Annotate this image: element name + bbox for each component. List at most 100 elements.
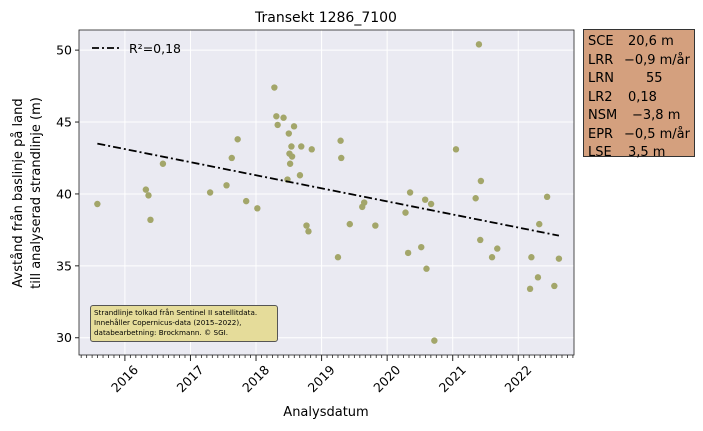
scatter-point xyxy=(271,84,278,91)
statistics-box: SCE 20,6 m LRR −0,9 m/år LRN 55 LR2 0,18… xyxy=(583,29,695,160)
scatter-point xyxy=(288,143,295,150)
scatter-point xyxy=(536,220,543,228)
scatter-point xyxy=(280,114,287,121)
scatter-point xyxy=(555,255,563,262)
scatter-point xyxy=(206,189,214,196)
scatter-point xyxy=(305,228,312,235)
credit-line: databearbetning: Brockmann. © SGI. xyxy=(94,328,229,337)
y-tick-label: 35 xyxy=(56,258,72,273)
stat-value: 55 xyxy=(646,71,663,86)
stat-key: LSE xyxy=(588,145,612,160)
scatter-point xyxy=(534,274,542,281)
scatter-point xyxy=(543,193,551,201)
scatter-point xyxy=(475,41,483,48)
x-tick-label: 2020 xyxy=(370,362,403,395)
scatter-point xyxy=(296,172,304,179)
scatter-point xyxy=(147,216,154,224)
scatter-point xyxy=(223,182,230,189)
plot-frame xyxy=(78,29,575,356)
credit-line: Innehåller Copernicus-data (2015–2022), xyxy=(94,318,242,327)
scatter-point xyxy=(427,200,435,208)
legend: R²=0,18 xyxy=(92,41,181,56)
y-tick-label: 50 xyxy=(56,43,72,58)
scatter-point xyxy=(406,189,414,196)
scatter-point xyxy=(488,254,496,261)
scatter-point xyxy=(274,121,281,129)
y-axis-label-line-2: till analyserad strandlinje (m) xyxy=(29,97,44,289)
stat-value: 3,5 m xyxy=(628,145,666,160)
scatter-point xyxy=(254,205,261,212)
scatter-point xyxy=(526,285,534,293)
scatter-point xyxy=(372,222,379,229)
scatter-point xyxy=(360,199,368,206)
x-tick-label: 2018 xyxy=(239,362,272,395)
scatter-point xyxy=(288,153,296,160)
stat-value: −3,8 m xyxy=(632,108,681,123)
scatter-point xyxy=(142,186,150,193)
credit-line: Strandlinje tolkad från Sentinel II sate… xyxy=(94,308,258,317)
scatter-point xyxy=(402,209,409,216)
plot-area xyxy=(79,30,574,355)
scatter-point xyxy=(338,154,345,162)
legend-label: R²=0,18 xyxy=(129,41,181,56)
scatter-point xyxy=(477,177,485,185)
scatter-point xyxy=(551,282,558,290)
scatter-point xyxy=(477,236,484,244)
y-tick-label: 45 xyxy=(56,115,72,130)
scatter-point xyxy=(94,200,101,208)
scatter-point xyxy=(285,130,293,137)
y-axis-label-line-1: Avstånd från baslinje på land xyxy=(11,98,26,287)
stat-row-lr2: LR2 0,18 xyxy=(588,89,690,108)
scatter-point xyxy=(298,143,305,150)
y-tick-label: 30 xyxy=(56,330,72,345)
scatter-point xyxy=(145,192,152,199)
stat-key: LRR xyxy=(588,52,614,68)
scatter-point xyxy=(242,197,250,205)
scatter-point xyxy=(334,254,342,261)
stat-row-lrr: LRR −0,9 m/år xyxy=(588,52,690,71)
scatter-point xyxy=(286,160,294,167)
trend-line xyxy=(97,142,560,237)
stat-value: 0,18 xyxy=(628,89,657,105)
scatter-point xyxy=(528,254,535,261)
scatter-point xyxy=(234,136,241,143)
scatter-point xyxy=(159,160,167,167)
scatter-point xyxy=(308,146,315,153)
scatter-point xyxy=(494,245,501,252)
x-tick-label: 2021 xyxy=(436,362,469,395)
scatter-point xyxy=(346,220,353,228)
stat-key: NSM xyxy=(588,108,618,123)
stat-row-lrn: LRN 55 xyxy=(588,70,690,89)
scatter-point xyxy=(228,154,235,162)
scatter-point xyxy=(431,337,438,344)
x-tick-label: 2017 xyxy=(174,362,207,395)
y-tick-label: 40 xyxy=(56,186,72,201)
stat-key: LR2 xyxy=(588,89,613,105)
stat-row-nsm: NSM −3,8 m xyxy=(588,107,690,126)
stat-row-epr: EPR −0,5 m/år xyxy=(588,126,690,145)
x-tick-label: 2016 xyxy=(108,362,141,395)
stat-key: SCE xyxy=(588,34,614,49)
scatter-point xyxy=(404,249,412,257)
trend-line-group xyxy=(97,142,560,237)
x-axis-ticks: 2016 2017 2018 2019 2020 2021 2022 xyxy=(80,355,574,395)
stat-row-lse: LSE 3,5 m xyxy=(588,144,690,163)
scatter-point xyxy=(337,137,344,144)
x-tick-label: 2022 xyxy=(501,362,534,395)
scatter-points xyxy=(94,41,563,344)
grid xyxy=(79,30,574,355)
stat-key: EPR xyxy=(588,126,614,142)
stat-value: −0,9 m/år xyxy=(623,52,690,68)
scatter-point xyxy=(421,196,429,203)
scatter-point xyxy=(418,243,425,251)
stat-value: 20,6 m xyxy=(628,34,674,49)
scatter-point xyxy=(290,123,298,130)
y-axis-ticks: 30 35 40 45 50 xyxy=(56,43,79,345)
stat-value: −0,5 m/år xyxy=(623,126,690,142)
scatter-point xyxy=(472,195,479,202)
scatter-point xyxy=(423,265,430,272)
scatter-point xyxy=(452,146,460,153)
stat-row-sce: SCE 20,6 m xyxy=(588,33,690,52)
x-tick-label: 2019 xyxy=(305,362,338,395)
